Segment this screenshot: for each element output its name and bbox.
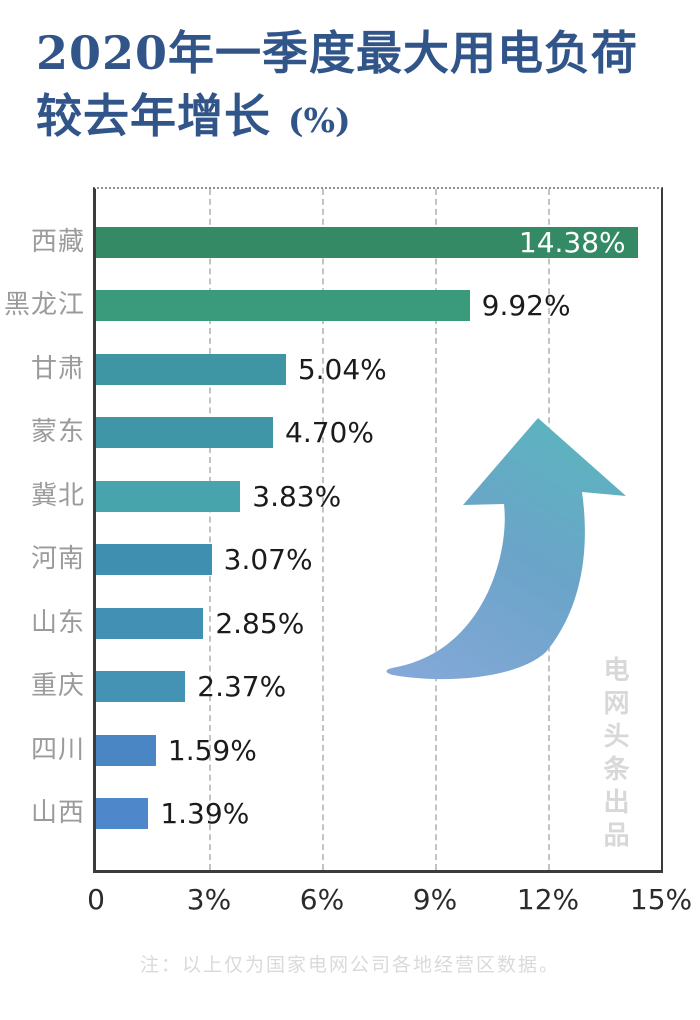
- x-tick-label: 3%: [186, 883, 232, 916]
- chart-title-unit-suffix: (%): [288, 101, 351, 140]
- watermark-text: 电网头条出品: [599, 656, 629, 854]
- category-label: 重庆: [30, 671, 85, 701]
- bar-row: 蒙东 4.70%: [31, 416, 661, 449]
- category-label: 山东: [30, 608, 85, 638]
- chart-title-line2: 较去年增长: [36, 89, 271, 143]
- bar-value-label: 14.38%: [518, 226, 626, 259]
- x-tick-label: 6%: [299, 883, 345, 916]
- chart-title-line1: 2020年一季度最大用电负荷: [36, 26, 639, 80]
- x-tick-label: 9%: [412, 883, 458, 916]
- category-label: 四川: [30, 735, 85, 765]
- bar-row: 西藏 14.38%: [31, 227, 661, 258]
- bar: [96, 608, 204, 639]
- bar-value-label: 4.70%: [285, 416, 374, 449]
- bar: [96, 798, 149, 829]
- bar-value-label: 5.04%: [297, 353, 387, 386]
- bar-row: 山西 1.39%: [31, 797, 661, 830]
- bar: [96, 671, 186, 702]
- bar: [96, 290, 470, 321]
- x-tick-label: 12%: [516, 883, 580, 916]
- bar-value-label: 1.59%: [167, 734, 257, 767]
- category-label: 甘肃: [30, 354, 85, 384]
- bar-value-label: 2.85%: [215, 607, 305, 640]
- bar-row: 黑龙江 9.92%: [4, 289, 661, 322]
- bar: [96, 544, 212, 575]
- bar: [96, 735, 156, 766]
- bar: [96, 417, 274, 448]
- bar-row: 河南 3.07%: [31, 543, 661, 576]
- bar: [96, 481, 241, 512]
- gridline: [209, 189, 211, 870]
- bar-row: 重庆 2.37%: [31, 670, 661, 703]
- bar-row: 甘肃 5.04%: [31, 353, 661, 386]
- bar-value-label: 1.39%: [160, 797, 250, 830]
- bar: [96, 354, 286, 385]
- bar-value-label: 3.07%: [223, 543, 313, 576]
- category-label: 黑龙江: [3, 290, 85, 320]
- bar-value-label: 3.83%: [252, 480, 342, 513]
- bar: 14.38%: [96, 227, 638, 258]
- x-tick-label: 0: [87, 883, 105, 916]
- category-label: 冀北: [30, 481, 85, 511]
- footnote-text: 注：以上仅为国家电网公司各地经营区数据。: [139, 954, 560, 976]
- chart-title: 2020年一季度最大用电负荷 较去年增长 (%): [36, 22, 638, 152]
- category-label: 西藏: [30, 227, 85, 257]
- x-tick-label: 15%: [629, 883, 693, 916]
- bar-chart-plot-inner: 西藏 14.38% 黑龙江 9.92% 甘肃 5.04% 蒙东 4.70% 冀北 3.83% 河南 3…: [4, 189, 661, 870]
- gridline: [435, 189, 437, 870]
- category-label: 山西: [30, 798, 85, 828]
- bar-chart-plot-area: 西藏 14.38% 黑龙江 9.92% 甘肃 5.04% 蒙东 4.70% 冀北 3.83% 河南 3…: [4, 187, 663, 873]
- gridline: [322, 189, 324, 870]
- category-label: 河南: [30, 544, 85, 574]
- bar-row: 山东 2.85%: [31, 607, 661, 640]
- growth-arrow-graphic: [383, 416, 633, 688]
- bar-value-label: 2.37%: [197, 670, 287, 703]
- bar-row: 冀北 3.83%: [31, 480, 661, 513]
- bar-value-label: 9.92%: [481, 289, 571, 322]
- x-axis: 0 3% 6% 9% 12% 15%: [87, 883, 692, 919]
- upward-curved-arrow-icon: [386, 418, 626, 680]
- bar-row: 四川 1.59%: [31, 734, 661, 767]
- category-label: 蒙东: [30, 417, 85, 447]
